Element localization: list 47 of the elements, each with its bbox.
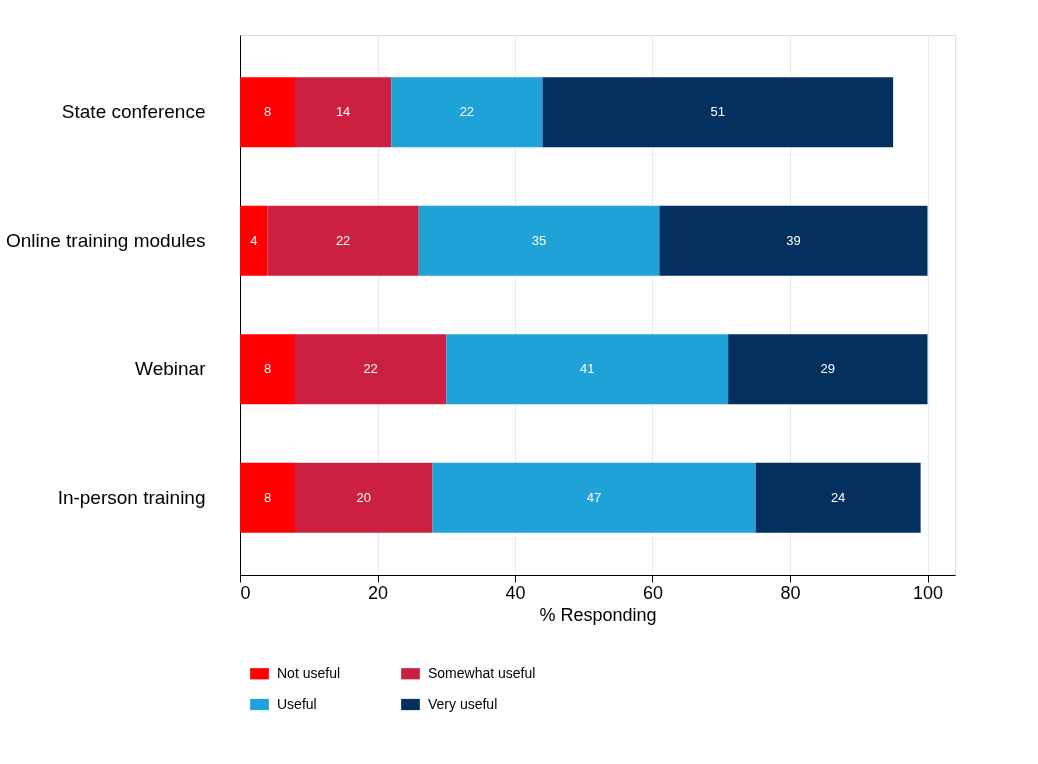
x-axis-title: % Responding xyxy=(539,604,657,625)
data-label: 8 xyxy=(263,361,272,377)
x-tick-label: 80 xyxy=(780,582,801,603)
bar xyxy=(542,77,894,148)
bar xyxy=(295,334,447,405)
legend-label: Useful xyxy=(277,695,317,712)
bar xyxy=(240,205,268,276)
y-tick-label: Webinar xyxy=(135,358,207,380)
data-label: 14 xyxy=(335,104,351,120)
y-tick-label: Online training modules xyxy=(5,229,206,251)
y-tick-label: In-person training xyxy=(57,486,206,508)
data-label: 20 xyxy=(356,489,371,505)
bar xyxy=(240,77,295,148)
bar xyxy=(659,205,928,276)
bar xyxy=(295,462,433,533)
x-tick-label: 0 xyxy=(240,582,251,603)
data-label: 47 xyxy=(586,489,602,505)
x-tick-label: 60 xyxy=(642,582,664,603)
bar xyxy=(432,462,756,533)
data-label: 8 xyxy=(263,489,272,505)
legend-label: Very useful xyxy=(428,695,498,712)
x-tick-label: 40 xyxy=(505,582,526,603)
bar xyxy=(267,205,419,276)
data-label: 22 xyxy=(335,232,351,248)
bar xyxy=(728,334,928,405)
bar xyxy=(446,334,729,405)
bar xyxy=(295,77,392,148)
data-label: 39 xyxy=(786,232,801,248)
data-label: 24 xyxy=(830,489,846,505)
data-label: 8 xyxy=(263,104,272,120)
legend-label: Not useful xyxy=(277,664,341,681)
bar xyxy=(391,77,543,148)
data-label: 22 xyxy=(459,104,475,120)
bar xyxy=(418,205,660,276)
bar xyxy=(240,462,295,533)
data-label: 41 xyxy=(579,361,595,377)
bar xyxy=(240,334,295,405)
legend-label: Somewhat useful xyxy=(428,664,536,681)
x-tick-label: 20 xyxy=(367,582,389,603)
y-tick-label: State conference xyxy=(61,101,206,123)
data-label: 35 xyxy=(531,232,547,248)
data-label: 4 xyxy=(250,232,258,248)
x-tick-label: 100 xyxy=(912,582,944,603)
bar xyxy=(755,462,921,533)
data-label: 51 xyxy=(710,104,726,120)
data-label: 22 xyxy=(363,361,378,377)
data-label: 29 xyxy=(820,361,836,377)
